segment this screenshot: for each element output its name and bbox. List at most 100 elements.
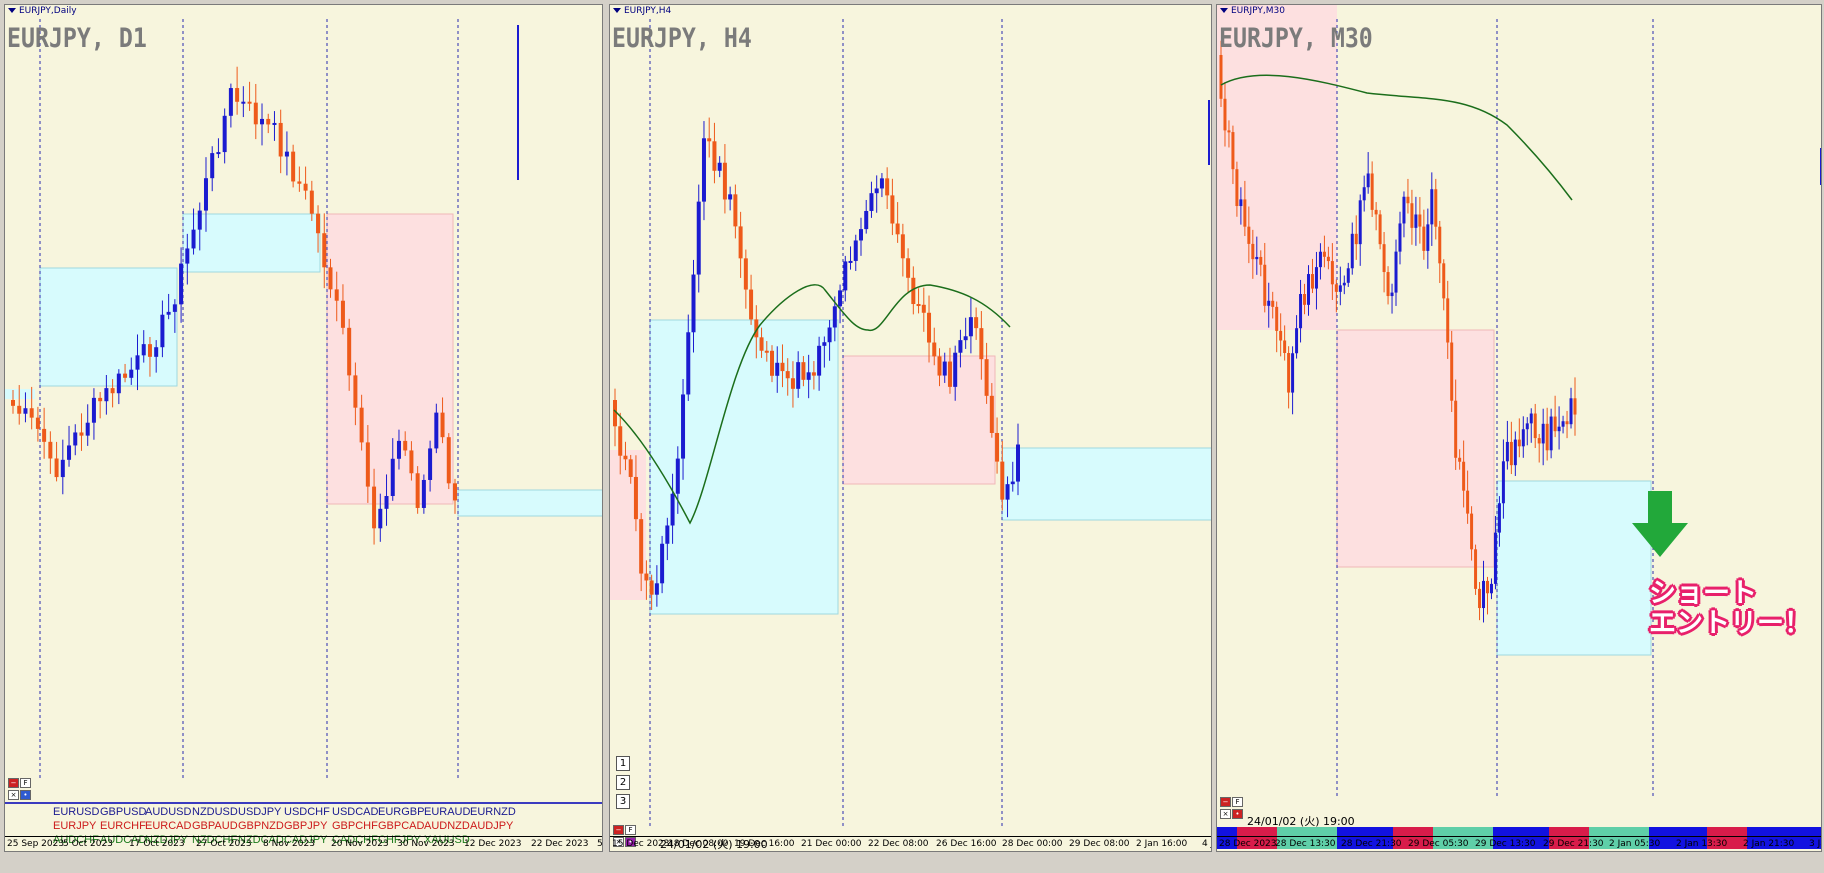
candle-body [67, 445, 72, 460]
candle-body [1549, 416, 1553, 451]
candle-body [979, 328, 984, 360]
symbol-button-usdcad[interactable]: USDCAD [332, 806, 379, 818]
symbol-button-nzdusd[interactable]: NZDUSD [192, 806, 238, 818]
symbol-button-eurjpy[interactable]: EURJPY [53, 820, 97, 832]
candle-body [1291, 353, 1295, 393]
symbol-button-audusd[interactable]: AUDUSD [145, 806, 192, 818]
chart-canvas-h4[interactable] [610, 5, 1212, 852]
candle-body [11, 400, 15, 406]
symbol-button-xauusd[interactable]: XAUUSD [424, 834, 470, 846]
candle-body [303, 183, 308, 191]
candle-body [446, 437, 451, 484]
minimize-button[interactable]: − [613, 825, 624, 835]
cursor-timestamp: 24/01/02 (火) 19:00 [1247, 815, 1355, 828]
chart-canvas-d1[interactable] [5, 5, 603, 852]
symbol-button-nzdcad[interactable]: NZDCAD [238, 834, 284, 846]
candle-body [1267, 300, 1271, 306]
zone-box-red [842, 355, 996, 485]
symbol-button-eurgbp[interactable]: EURGBP [378, 806, 425, 818]
chart-window-d1[interactable]: EURJPY,Daily EURJPY, D1 − F × • EURUSD GB… [4, 4, 603, 852]
candle-body [440, 412, 445, 438]
candle-body [1287, 353, 1291, 393]
symbol-button-gbpusd[interactable]: GBPUSD [100, 806, 147, 818]
close-button[interactable]: × [613, 837, 624, 847]
page-button-3[interactable]: 3 [616, 794, 630, 809]
symbol-button-gbpaud[interactable]: GBPAUD [192, 820, 238, 832]
time-axis-label: 2 Jan 05:30 [1609, 839, 1661, 849]
candle-body [372, 486, 377, 529]
candle-body [1537, 438, 1541, 444]
symbol-button-cadchf[interactable]: CADCHF [332, 834, 378, 846]
close-button[interactable]: × [8, 790, 19, 800]
settings-button[interactable]: • [20, 790, 31, 800]
candle-body [712, 141, 717, 171]
symbol-button-nzdjpy[interactable]: NZDJPY [145, 834, 188, 846]
minimize-button[interactable]: − [1220, 797, 1231, 807]
candle-body [733, 194, 738, 227]
chart-window-m30[interactable]: EURJPY,M30 EURJPY, M30 ショート エントリー！ − F ×… [1216, 4, 1822, 852]
chart-menu-icon[interactable] [1220, 8, 1228, 13]
candle-body [166, 311, 171, 315]
chart-canvas-m30[interactable] [1217, 5, 1822, 852]
symbol-button-cadjpy[interactable]: CADJPY [284, 834, 328, 846]
candle-body [191, 229, 196, 249]
candle-body [322, 233, 327, 268]
fullscreen-button[interactable]: F [20, 778, 31, 788]
page-button-2[interactable]: 2 [616, 775, 630, 790]
candle-body [989, 395, 994, 433]
candle-body [42, 428, 47, 442]
symbol-button-audnzd[interactable]: AUDNZD [424, 820, 470, 832]
close-button[interactable]: × [1220, 809, 1231, 819]
candle-body [1442, 263, 1446, 299]
symbol-button-usdjpy[interactable]: USDJPY [238, 806, 282, 818]
symbol-button-chfjpy[interactable]: CHFJPY [378, 834, 421, 846]
candle-body [1509, 441, 1513, 466]
candle-body [415, 473, 420, 508]
strength-segment [1433, 827, 1493, 849]
candle-body [1263, 264, 1267, 306]
settings-button[interactable]: • [625, 837, 636, 847]
symbol-button-audcad[interactable]: AUDCAD [100, 834, 147, 846]
candle-body [29, 408, 34, 418]
symbol-button-eurusd[interactable]: EURUSD [53, 806, 100, 818]
minimize-button[interactable]: − [8, 778, 19, 788]
symbol-button-euraud[interactable]: EURAUD [424, 806, 471, 818]
candle-body [328, 267, 333, 290]
fullscreen-button[interactable]: F [1232, 797, 1243, 807]
chart-menu-icon[interactable] [8, 8, 16, 13]
candle-body [811, 372, 816, 376]
candle-body [1346, 268, 1350, 283]
page-button-1[interactable]: 1 [616, 756, 630, 771]
symbol-button-gbpchf[interactable]: GBPCHF [332, 820, 378, 832]
symbol-button-gbpjpy[interactable]: GBPJPY [284, 820, 328, 832]
symbol-button-nzdchf[interactable]: NZDCHF [192, 834, 238, 846]
candle-body [869, 193, 874, 211]
candle-body [35, 417, 40, 429]
candle-body [1497, 503, 1501, 533]
settings-button[interactable]: • [1232, 809, 1243, 819]
candle-body [848, 260, 853, 263]
candle-body [785, 371, 790, 379]
annotation-line-2: エントリー！ [1649, 608, 1811, 639]
candle-body [806, 372, 811, 380]
candle-body [104, 388, 109, 402]
time-axis-label: 20 Nov 2023 [331, 839, 389, 849]
candle-body [197, 210, 202, 230]
candle-body [995, 432, 1000, 462]
symbol-button-audchf[interactable]: AUDCHF [53, 834, 99, 846]
candle-body [770, 350, 775, 376]
symbol-button-usdchf[interactable]: USDCHF [284, 806, 330, 818]
symbol-button-gbpnzd[interactable]: GBPNZD [238, 820, 284, 832]
symbol-button-gbpcad[interactable]: GBPCAD [378, 820, 425, 832]
chart-menu-icon[interactable] [613, 8, 621, 13]
candle-body [228, 88, 233, 116]
symbol-button-audjpy[interactable]: AUDJPY [470, 820, 514, 832]
candle-body [1338, 285, 1342, 292]
time-axis-label: 26 Dec 16:00 [936, 839, 997, 849]
candle-body [73, 432, 78, 446]
fullscreen-button[interactable]: F [625, 825, 636, 835]
symbol-button-eurnzd[interactable]: EURNZD [470, 806, 516, 818]
symbol-button-eurcad[interactable]: EURCAD [145, 820, 192, 832]
chart-window-h4[interactable]: EURJPY,H4 EURJPY, H4 1 2 3 − F × • 24/01… [609, 4, 1212, 852]
symbol-button-eurchf[interactable]: EURCHF [100, 820, 146, 832]
